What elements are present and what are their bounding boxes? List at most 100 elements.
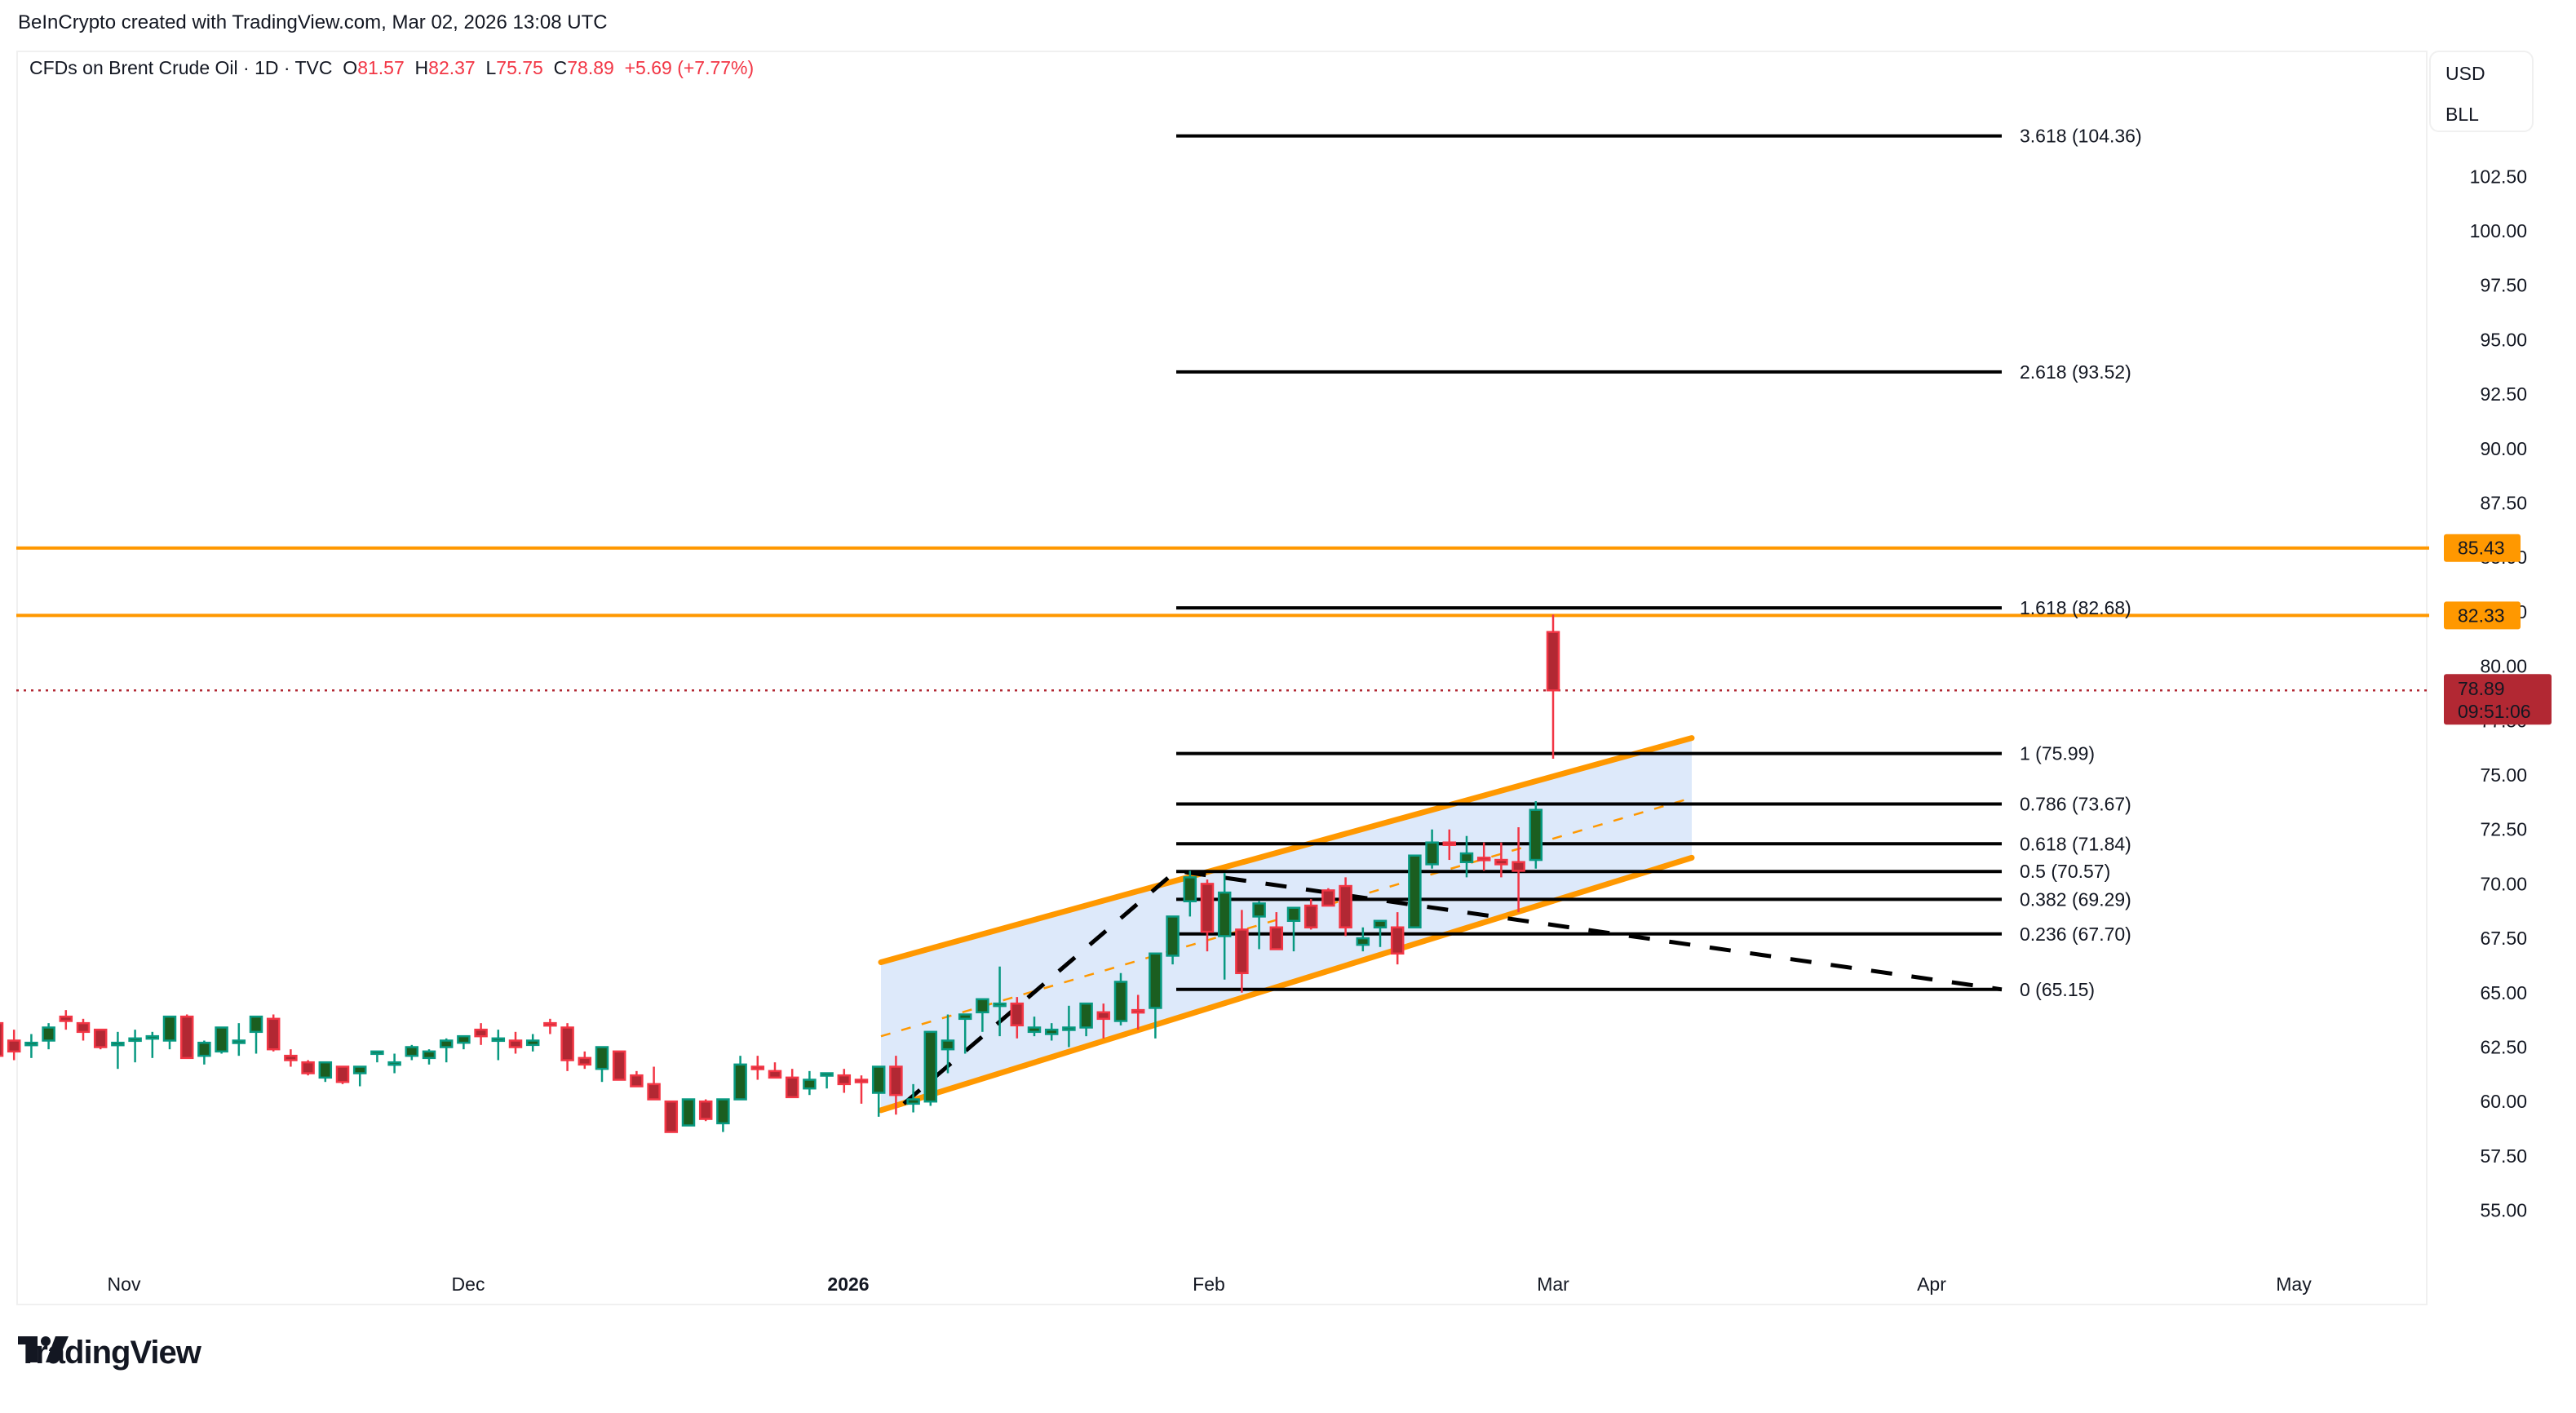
fib-anchor-dashed-line[interactable] <box>902 868 2003 1105</box>
candle-body <box>525 1039 540 1047</box>
price-tick-label: 95.00 <box>2480 329 2527 350</box>
candle <box>197 1040 211 1065</box>
channel-upper-line[interactable] <box>878 735 1695 965</box>
candle-body <box>422 1050 436 1060</box>
candle <box>750 1056 765 1080</box>
horizontal-levels[interactable] <box>16 546 2429 692</box>
price-level-tag[interactable] <box>2444 534 2521 562</box>
candle-body <box>387 1061 401 1066</box>
time-tick-label: Apr <box>1917 1273 1946 1295</box>
candle <box>215 1026 228 1054</box>
price-tick-label: 102.50 <box>2470 166 2527 187</box>
time-axis[interactable]: Nov Dec 2026 Feb Mar Apr May <box>108 1273 2313 1295</box>
dashed-trend-lines[interactable] <box>902 868 2003 1105</box>
candle-body <box>318 1061 333 1079</box>
candle <box>681 1098 696 1127</box>
candle <box>284 1049 298 1067</box>
candle <box>1131 994 1145 1030</box>
candle-body <box>249 1015 263 1034</box>
candle-body <box>405 1046 419 1057</box>
candle-body <box>491 1037 506 1043</box>
fibonacci-extension[interactable]: 0 (65.15) 0.236 (67.70) 0.382 (69.29) 0.5 (… <box>1176 126 2142 1000</box>
fib-level-label: 0.786 (73.67) <box>2020 793 2131 814</box>
fib-level-label: 0.236 (67.70) <box>2020 924 2131 945</box>
candle <box>1235 910 1249 993</box>
tradingview-logo-icon <box>18 1336 69 1362</box>
candle <box>1529 801 1543 869</box>
candle-body <box>889 1065 903 1096</box>
candle-body <box>1062 1026 1076 1031</box>
candle <box>405 1044 419 1061</box>
candle <box>439 1038 454 1063</box>
price-axis[interactable]: 102.50 100.00 97.50 95.00 92.50 90.00 87.50 85.… <box>2444 166 2552 1221</box>
tradingview-logo: TradingView <box>18 1335 201 1371</box>
price-tick-label: 55.00 <box>2480 1200 2527 1221</box>
candle-body <box>1303 904 1318 929</box>
candle-body <box>871 1065 886 1094</box>
candle <box>162 1015 177 1050</box>
candle-body <box>1339 884 1352 929</box>
candle <box>560 1023 574 1071</box>
candle <box>958 1013 972 1054</box>
candle <box>976 998 989 1032</box>
candle <box>1339 877 1352 937</box>
candle <box>93 1028 108 1050</box>
time-tick-label: Dec <box>452 1273 485 1295</box>
candle-body <box>578 1056 592 1066</box>
candle-body <box>0 1021 4 1057</box>
ascending-channel[interactable] <box>878 735 1695 1114</box>
candle-body <box>1044 1028 1059 1035</box>
unit-label: BLL <box>2445 104 2479 125</box>
candle <box>457 1034 471 1050</box>
candle-body <box>1166 915 1180 957</box>
candle <box>854 1075 869 1104</box>
symbol-name[interactable]: CFDs on Brent Crude Oil · 1D · TVC <box>29 57 333 78</box>
candle <box>1149 952 1162 1039</box>
candle <box>1373 919 1388 947</box>
candle-body <box>1252 902 1266 918</box>
candle <box>1494 842 1508 878</box>
candle <box>716 1098 730 1132</box>
candle <box>249 1015 263 1054</box>
candle-body <box>439 1039 454 1048</box>
price-tick-label: 80.00 <box>2480 656 2527 677</box>
price-tick-label: 72.50 <box>2480 819 2527 840</box>
candle-body <box>197 1041 211 1057</box>
candle <box>837 1069 852 1093</box>
candle-body <box>1131 1008 1145 1014</box>
candle <box>785 1069 799 1099</box>
candle-body <box>803 1079 817 1090</box>
candle <box>1286 906 1301 952</box>
candle <box>698 1099 713 1122</box>
last-price-tag[interactable] <box>2444 674 2552 725</box>
candle <box>1113 972 1128 1025</box>
channel-median-line[interactable] <box>880 796 1693 1038</box>
currency-unit-selector[interactable]: USD BLL <box>2429 51 2534 132</box>
candle-body <box>1390 926 1405 955</box>
candle <box>1269 912 1284 950</box>
candle <box>1425 829 1439 869</box>
candle <box>906 1083 920 1113</box>
candle <box>422 1049 436 1065</box>
candle <box>387 1053 401 1074</box>
candle-body <box>76 1021 91 1034</box>
candle-body <box>1235 928 1249 975</box>
price-level-tag[interactable] <box>2444 601 2521 630</box>
chart-pane[interactable] <box>16 51 2428 1305</box>
candle-body <box>595 1046 609 1070</box>
candle <box>941 1014 955 1074</box>
time-tick-label: May <box>2276 1273 2312 1295</box>
fib-level-label: 0.618 (71.84) <box>2020 833 2131 854</box>
candle <box>1546 614 1560 759</box>
candle <box>0 1021 4 1057</box>
low-label: L <box>485 57 497 78</box>
price-level-tag-label: 82.33 <box>2458 605 2505 626</box>
candle <box>578 1051 592 1070</box>
candle-body <box>93 1028 108 1048</box>
candle-body <box>750 1065 765 1070</box>
price-tick-label: 100.00 <box>2470 220 2527 241</box>
candle <box>232 1023 246 1056</box>
price-tick-label: 65.00 <box>2480 982 2527 1003</box>
candle-body <box>145 1034 160 1040</box>
